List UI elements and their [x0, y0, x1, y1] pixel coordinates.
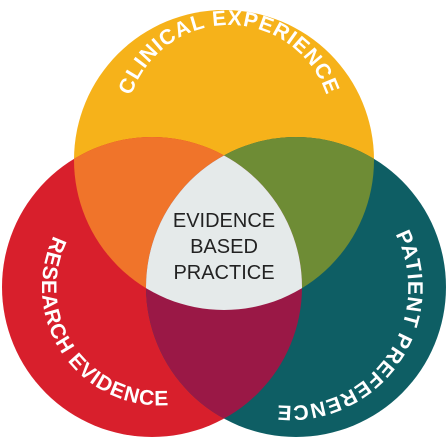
- center-line-evidence: EVIDENCE: [173, 210, 275, 232]
- overlap-center: [146, 137, 302, 310]
- center-line-based: BASED: [190, 236, 258, 258]
- center-line-practice: PRACTICE: [173, 262, 274, 284]
